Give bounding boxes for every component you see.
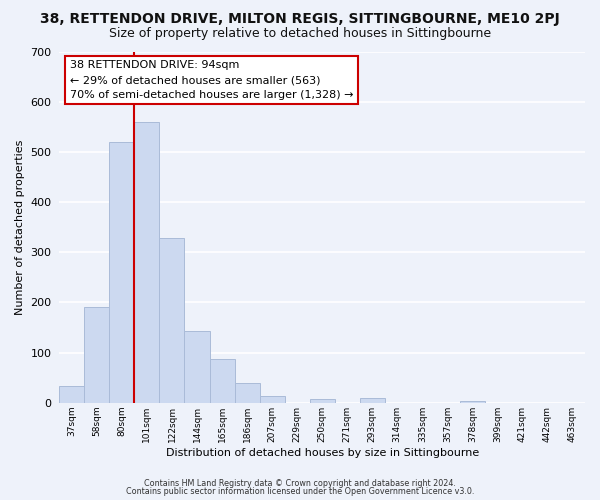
- Bar: [85, 308, 109, 403]
- Bar: [360, 398, 385, 403]
- Bar: [160, 238, 184, 403]
- Bar: [310, 399, 335, 403]
- Bar: [235, 382, 260, 403]
- Text: Size of property relative to detached houses in Sittingbourne: Size of property relative to detached ho…: [109, 28, 491, 40]
- Bar: [184, 331, 209, 403]
- Bar: [460, 401, 485, 403]
- Text: Contains HM Land Registry data © Crown copyright and database right 2024.: Contains HM Land Registry data © Crown c…: [144, 478, 456, 488]
- X-axis label: Distribution of detached houses by size in Sittingbourne: Distribution of detached houses by size …: [166, 448, 479, 458]
- Bar: [134, 122, 160, 403]
- Text: 38 RETTENDON DRIVE: 94sqm
← 29% of detached houses are smaller (563)
70% of semi: 38 RETTENDON DRIVE: 94sqm ← 29% of detac…: [70, 60, 353, 100]
- Y-axis label: Number of detached properties: Number of detached properties: [15, 140, 25, 315]
- Bar: [109, 142, 134, 403]
- Text: 38, RETTENDON DRIVE, MILTON REGIS, SITTINGBOURNE, ME10 2PJ: 38, RETTENDON DRIVE, MILTON REGIS, SITTI…: [40, 12, 560, 26]
- Bar: [59, 386, 85, 403]
- Bar: [260, 396, 284, 403]
- Bar: [209, 359, 235, 403]
- Text: Contains public sector information licensed under the Open Government Licence v3: Contains public sector information licen…: [126, 487, 474, 496]
